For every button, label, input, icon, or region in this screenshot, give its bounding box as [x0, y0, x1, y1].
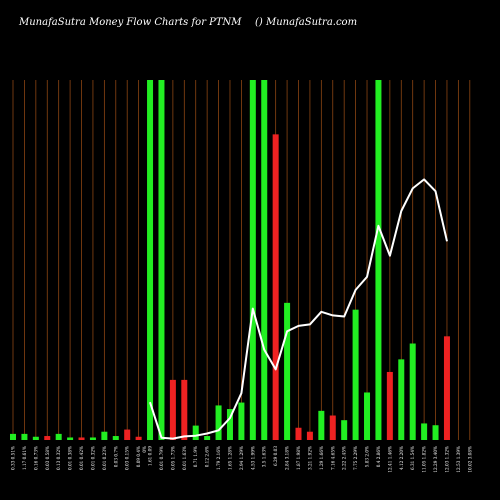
- bar: [44, 436, 51, 440]
- x-tick-label: 4.12 2.20%: [399, 446, 404, 470]
- bar: [261, 80, 268, 440]
- x-tick-label: 7.16 4.65%: [330, 446, 335, 470]
- x-tick-label: 2.22 2.45%: [342, 446, 347, 470]
- x-tick-labels: 0.33 0.51% 1.17 0.61% 0.16 0.73% 0.03 0.58%…: [11, 446, 473, 473]
- x-tick-label: 0.01 0.79%: [159, 446, 164, 470]
- x-tick-label: 0.4 2.86%: [376, 446, 381, 467]
- x-tick-label: 1.79 2.16%: [216, 446, 221, 470]
- x-tick-label: 6.29 0.03: [273, 446, 278, 466]
- x-tick-label: 0.33 0.51%: [11, 446, 16, 470]
- bar: [341, 420, 348, 440]
- x-tick-label: 0.12 2.6%: [205, 446, 210, 467]
- x-tick-label: 12.53 1.39%: [456, 446, 461, 473]
- line-series: [149, 178, 448, 440]
- bar: [158, 80, 165, 440]
- bar: [306, 431, 313, 440]
- bar: [204, 436, 211, 440]
- bar: [432, 425, 439, 440]
- x-tick-label: 0.01 0.23%: [102, 446, 107, 470]
- bar: [124, 429, 131, 440]
- bar: [409, 343, 416, 440]
- x-tick-label: 10.02 3.08%: [467, 446, 472, 473]
- x-tick-label: 0%: [142, 446, 147, 453]
- bar: [272, 134, 279, 441]
- x-tick-label: 2.94 1.29%: [239, 446, 244, 470]
- bar: [147, 80, 154, 440]
- bar: [443, 336, 450, 440]
- money-flow-line: [149, 178, 448, 440]
- x-tick-label: 7.75 2.29%: [353, 446, 358, 470]
- x-tick-label: 0.01 0.32%: [90, 446, 95, 470]
- x-tick-label: 0.01 0.42%: [79, 446, 84, 470]
- x-tick-label: 3.5 1.63%: [262, 446, 267, 467]
- x-tick-label: 1.61 0.09: [148, 446, 153, 466]
- bar: [329, 415, 336, 440]
- x-tick-label: 0.03 0.58%: [45, 446, 50, 470]
- x-tick-label: 12.03 1.32%: [444, 446, 449, 473]
- bar: [135, 436, 142, 440]
- x-tick-label: 0.03 0.15%: [125, 446, 130, 470]
- x-tick-label: 12.29 3.40%: [433, 446, 438, 473]
- bar: [10, 433, 16, 440]
- bar: [295, 427, 302, 440]
- x-tick-label: 1.65 1.28%: [227, 446, 232, 470]
- bar: [226, 409, 233, 440]
- x-tick-label: 0.71 1.9%: [193, 446, 198, 467]
- bar: [398, 359, 405, 440]
- bar: [249, 80, 256, 440]
- x-tick-label: 1.17 0.61%: [22, 446, 27, 470]
- x-tick-label: 4.53 1.99%: [250, 446, 255, 470]
- bar: [364, 392, 371, 440]
- bar: [421, 423, 428, 440]
- x-tick-label: 0.03 0.7%: [113, 446, 118, 467]
- bar: [238, 402, 245, 440]
- x-tick-label: 1.87 1.98%: [296, 446, 301, 470]
- bar: [67, 437, 74, 440]
- x-tick-label: 0.01 1.63%: [182, 446, 187, 470]
- bar: [181, 379, 188, 440]
- bar: [375, 80, 382, 440]
- x-tick-label: 0.09 0.4%: [136, 446, 141, 467]
- bar: [55, 433, 62, 440]
- bar: [112, 436, 119, 440]
- bar: [192, 425, 199, 440]
- x-tick-label: 12.41 1.46%: [387, 446, 392, 473]
- bar: [284, 302, 291, 440]
- bar: [78, 437, 85, 440]
- x-tick-label: 1.29 1.66%: [319, 446, 324, 470]
- bar: [352, 309, 359, 440]
- bar: [215, 405, 222, 440]
- chart-title-right: () MunafaSutra.com: [255, 17, 357, 28]
- bar: [21, 433, 28, 440]
- x-tick-label: 0.13 0.32%: [56, 446, 61, 470]
- chart-title-left: MunafaSutra Money Flow Charts for PTNM: [18, 17, 242, 28]
- bar: [386, 371, 393, 440]
- bar: [101, 431, 108, 440]
- bar-series: [10, 80, 450, 441]
- x-tick-label: 0.05 1.73%: [170, 446, 175, 470]
- x-tick-label: 6.31 1.54%: [410, 446, 415, 470]
- x-tick-label: 5.83 2.0%: [365, 446, 370, 467]
- bar: [318, 410, 325, 440]
- x-tick-label: 2.84 3.18%: [285, 446, 290, 470]
- bar: [169, 379, 176, 440]
- x-tick-label: 0.01 0.38%: [68, 446, 73, 470]
- bar: [32, 436, 39, 440]
- x-tick-label: 0.16 0.73%: [33, 446, 38, 470]
- x-tick-label: 11.05 1.82%: [422, 446, 427, 473]
- bar: [89, 437, 96, 440]
- x-tick-label: 3.21 1.92%: [307, 446, 312, 470]
